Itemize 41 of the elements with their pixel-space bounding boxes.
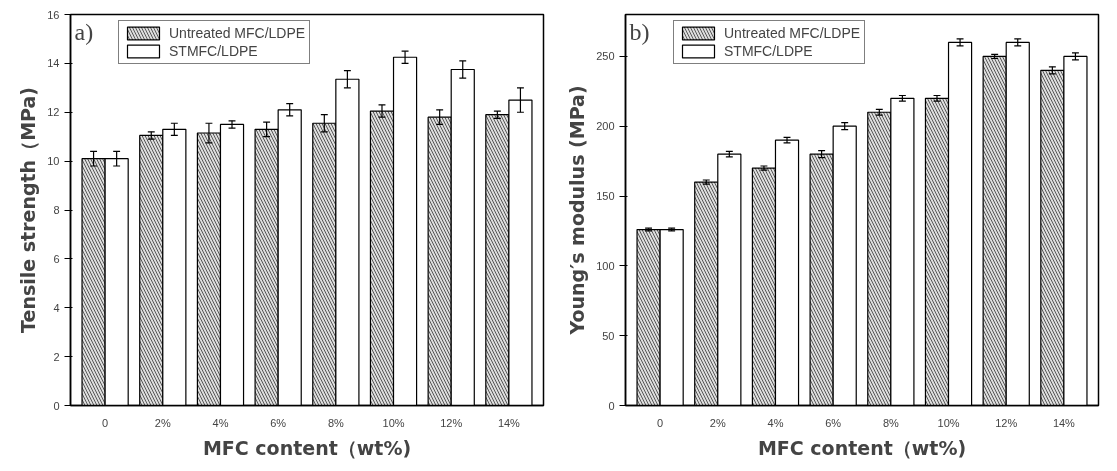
x-tick-label: 8% [882, 416, 900, 429]
y-tick-label: 2 [53, 350, 60, 363]
x-tick-label: 12% [440, 416, 463, 429]
x-tick-label: 4% [767, 416, 784, 429]
x-axis-title: MFC content（wt%) [757, 436, 967, 459]
y-tick-label: 250 [596, 50, 615, 63]
x-tick-label: 8% [327, 416, 345, 429]
x-tick-label: 10% [937, 416, 960, 429]
x-tick-label: 6% [270, 416, 287, 429]
y-tick-label: 100 [596, 259, 615, 272]
x-tick-label: 0 [657, 416, 664, 429]
annotation: b) [629, 18, 650, 45]
y-tick-label: 6 [53, 252, 60, 265]
x-tick-label: 2% [709, 416, 726, 429]
y-tick-label: 150 [596, 190, 615, 203]
legend-label: Untreated MFC/LDPE [724, 25, 861, 41]
x-tick-label: 14% [497, 416, 521, 429]
y-tick-label: 0 [608, 399, 615, 412]
x-tick-label: 4% [212, 416, 229, 429]
x-tick-label: 0 [102, 416, 109, 429]
legend-label: Untreated MFC/LDPE [169, 25, 306, 41]
y-tick-label: 14 [47, 57, 60, 70]
y-tick-label: 12 [47, 106, 60, 119]
y-axis-title: Tensile strength（MPa) [17, 87, 40, 333]
x-tick-label: 6% [825, 416, 842, 429]
y-tick-label: 0 [53, 399, 60, 412]
x-tick-label: 12% [995, 416, 1018, 429]
x-tick-label: 14% [1052, 416, 1076, 429]
x-axis-title: MFC content（wt%) [202, 436, 412, 459]
y-tick-label: 50 [602, 329, 615, 342]
y-tick-label: 10 [47, 155, 60, 168]
legend-label: STMFC/LDPE [169, 43, 258, 59]
y-tick-label: 4 [53, 301, 60, 314]
annotation: a) [74, 18, 94, 45]
y-tick-label: 200 [596, 120, 615, 133]
y-tick-label: 16 [47, 8, 60, 21]
legend-label: STMFC/LDPE [724, 43, 813, 59]
y-tick-label: 8 [53, 204, 60, 216]
x-tick-label: 10% [382, 416, 405, 429]
y-axis-title: Young′s modulus (MPa) [566, 85, 589, 336]
x-tick-label: 2% [154, 416, 171, 429]
